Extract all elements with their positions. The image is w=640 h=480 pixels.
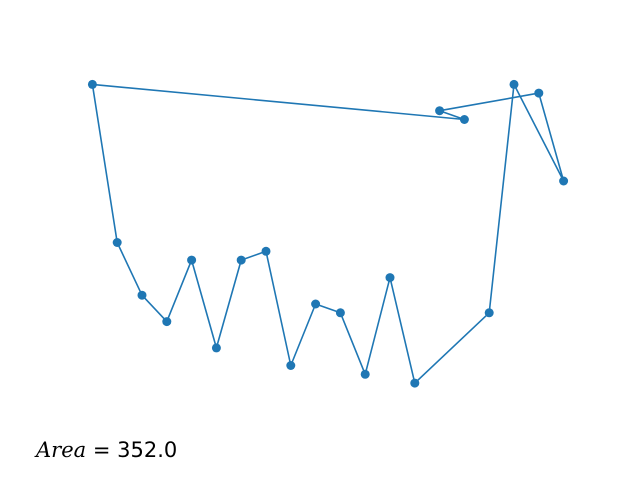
area-variable: Area <box>36 438 87 462</box>
vertex-point-16 <box>559 176 569 186</box>
vertex-point-9 <box>311 299 321 309</box>
vertex-point-4 <box>187 255 197 265</box>
vertex-point-14 <box>484 308 494 318</box>
vertex-point-12 <box>385 273 395 283</box>
vertex-point-0 <box>87 79 97 89</box>
area-value: 352.0 <box>117 438 178 462</box>
vertex-point-1 <box>112 238 122 247</box>
polygon-outline <box>91 83 565 384</box>
vertex-point-7 <box>261 246 271 256</box>
vertex-point-3 <box>162 317 172 327</box>
vertex-point-17 <box>534 88 544 98</box>
vertex-point-5 <box>211 343 221 353</box>
plot-area <box>87 79 569 388</box>
vertex-point-8 <box>286 361 296 370</box>
area-equals: = <box>86 438 118 462</box>
vertex-point-18 <box>435 106 445 116</box>
vertex-point-6 <box>236 255 246 265</box>
vertex-point-13 <box>410 378 420 388</box>
area-annotation: Area = 352.0 <box>36 438 177 462</box>
vertex-point-15 <box>509 79 519 89</box>
vertex-point-19 <box>459 115 469 124</box>
vertex-point-2 <box>137 290 147 300</box>
vertex-point-10 <box>335 308 345 318</box>
vertex-point-11 <box>360 369 370 379</box>
